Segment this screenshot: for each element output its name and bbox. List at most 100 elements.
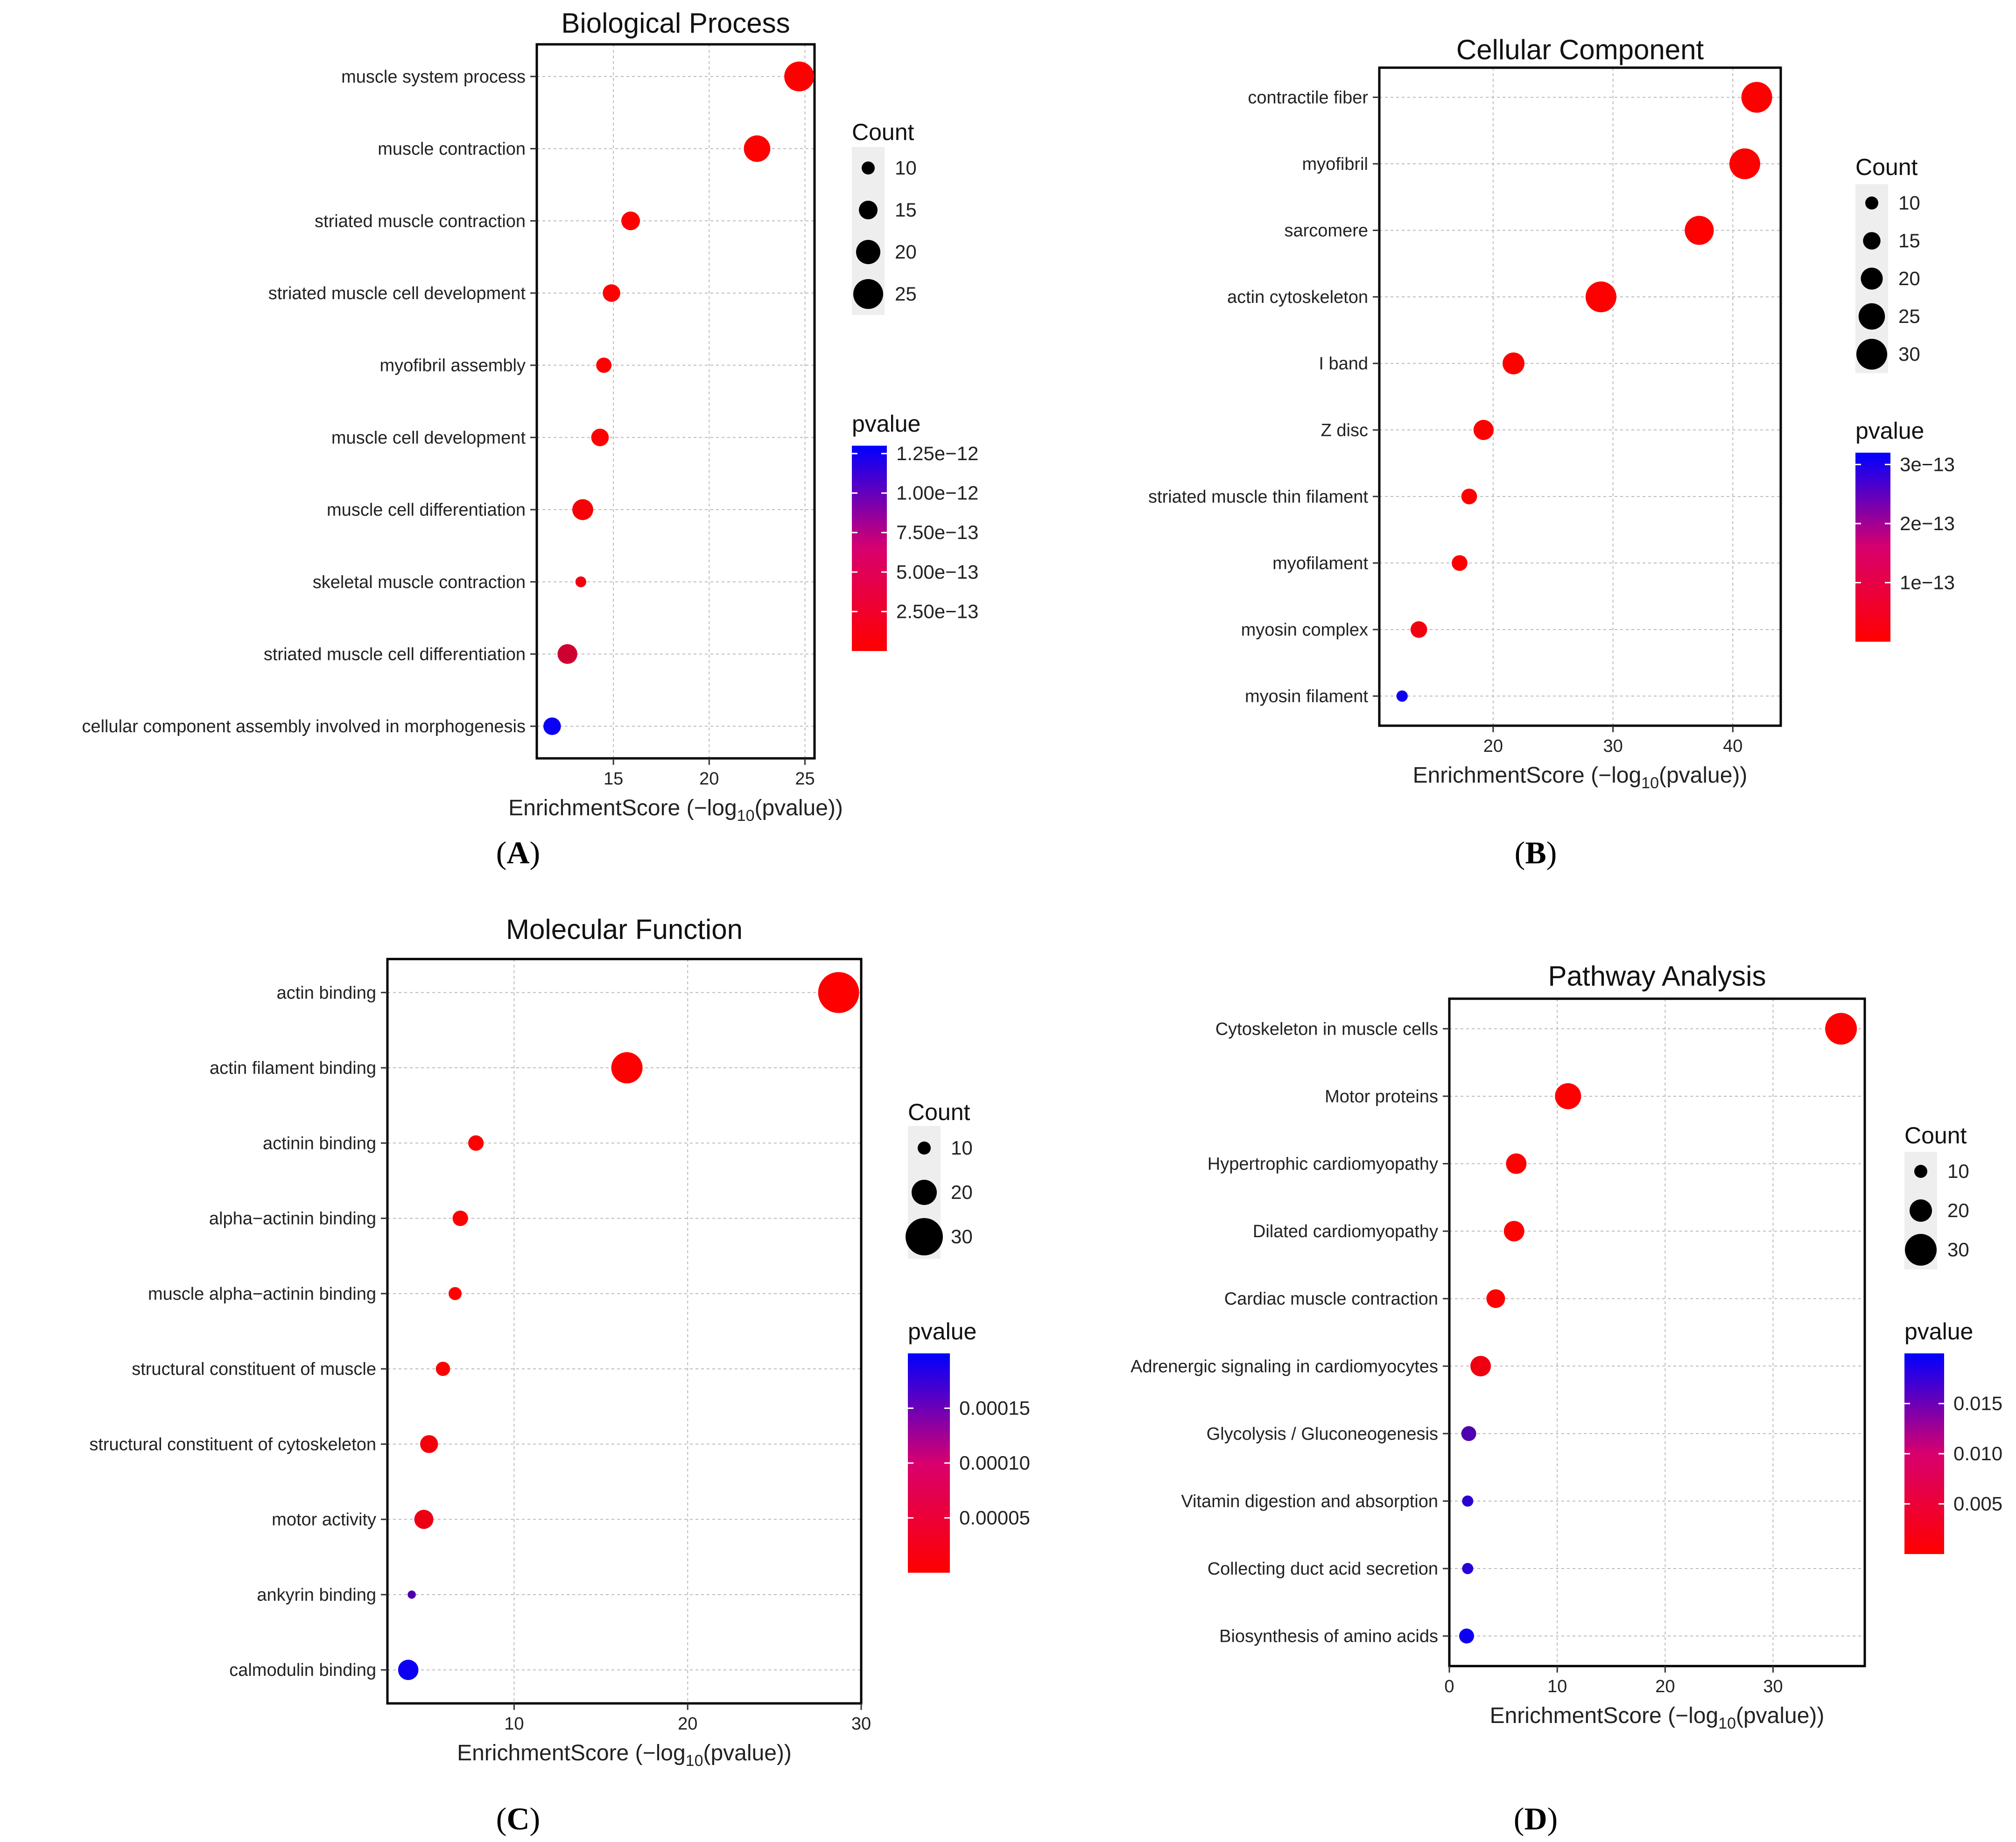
data-point — [603, 284, 620, 302]
chart-title: Pathway Analysis — [1548, 960, 1766, 992]
category-label: calmodulin binding — [229, 1660, 376, 1680]
plot-frame — [386, 958, 863, 1705]
count-legend-dot — [853, 279, 883, 309]
count-legend-label: 15 — [1898, 230, 1920, 252]
category-label: striated muscle cell differentiation — [264, 644, 526, 664]
panel-b: Cellular Component contractile fiber myofi… — [1148, 34, 1955, 870]
category-label: myosin complex — [1241, 620, 1368, 640]
panel-label: (A) — [496, 835, 540, 870]
category-label: Dilated cardiomyopathy — [1253, 1222, 1438, 1241]
category-label: Cardiac muscle contraction — [1224, 1289, 1438, 1309]
pvalue-legend-label: 2.50e−13 — [896, 600, 978, 622]
category-label: striated muscle cell development — [268, 284, 526, 303]
data-point — [398, 1660, 419, 1681]
data-point — [1825, 1013, 1857, 1045]
pvalue-legend-label: 1.00e−12 — [896, 482, 978, 504]
count-legend-title: Count — [1904, 1122, 1967, 1149]
data-point — [1470, 1356, 1491, 1377]
category-label: ankyrin binding — [257, 1585, 376, 1605]
panel-d: Pathway Analysis Cytoskeleton in muscle c… — [1131, 960, 2002, 1836]
data-point — [449, 1287, 462, 1300]
data-point — [557, 644, 577, 664]
count-legend-label: 30 — [1947, 1239, 1969, 1261]
category-label: actin filament binding — [210, 1058, 376, 1078]
data-point — [1410, 621, 1427, 638]
category-label: muscle contraction — [378, 140, 526, 159]
panel-label: (C) — [496, 1801, 540, 1836]
x-tick-label: 20 — [699, 769, 719, 789]
category-label: actinin binding — [263, 1134, 376, 1153]
data-point — [572, 499, 593, 520]
data-point — [436, 1361, 450, 1376]
x-tick-label: 0 — [1444, 1677, 1454, 1696]
data-point — [543, 717, 561, 735]
count-legend-dot — [918, 1142, 931, 1155]
count-legend-label: 25 — [895, 283, 917, 305]
x-axis-label: EnrichmentScore (−log10(pvalue)) — [1413, 763, 1748, 792]
x-axis-label: EnrichmentScore (−log10(pvalue)) — [508, 796, 843, 825]
data-point — [1459, 1628, 1474, 1644]
x-tick-label: 30 — [1603, 736, 1623, 756]
count-legend-dot — [906, 1218, 943, 1255]
category-label: structural constituent of cytoskeleton — [89, 1435, 376, 1454]
category-label: Motor proteins — [1325, 1087, 1438, 1107]
category-label: I band — [1319, 354, 1368, 374]
data-point — [1486, 1289, 1505, 1308]
data-point — [468, 1135, 484, 1151]
pvalue-legend-label: 1.25e−12 — [896, 442, 978, 464]
count-legend-dot — [912, 1180, 937, 1205]
data-point — [784, 61, 815, 91]
data-point — [1452, 555, 1468, 571]
count-legend-title: Count — [852, 119, 914, 145]
data-point — [1585, 281, 1616, 313]
count-legend-label: 20 — [951, 1181, 973, 1203]
count-legend-dot — [1914, 1165, 1927, 1178]
count-legend-dot — [1865, 196, 1878, 210]
data-point — [1741, 82, 1772, 113]
category-label: motor activity — [272, 1510, 376, 1530]
data-point — [1462, 1563, 1474, 1575]
data-point — [1461, 489, 1477, 504]
count-legend-label: 20 — [1898, 267, 1920, 289]
count-legend-label: 10 — [1898, 192, 1920, 214]
pvalue-colorbar — [908, 1353, 950, 1573]
category-label: myofilament — [1272, 553, 1368, 573]
data-point — [591, 428, 609, 447]
category-label: myofibril assembly — [379, 356, 526, 376]
count-legend-label: 25 — [1898, 305, 1920, 327]
x-tick-label: 10 — [504, 1714, 524, 1734]
category-label: muscle cell development — [331, 428, 526, 448]
data-point — [420, 1435, 438, 1453]
category-label: Collecting duct acid secretion — [1208, 1559, 1438, 1579]
category-label: myosin filament — [1245, 687, 1368, 707]
x-axis-label: EnrichmentScore (−log10(pvalue)) — [457, 1741, 792, 1770]
category-label: muscle system process — [341, 67, 526, 87]
data-point — [596, 357, 612, 373]
pvalue-legend-title: pvalue — [852, 411, 920, 437]
count-legend-dot — [1863, 232, 1881, 250]
x-tick-label: 10 — [1547, 1677, 1567, 1696]
category-label: muscle cell differentiation — [327, 500, 526, 520]
panel-label: (D) — [1514, 1801, 1558, 1836]
plot-frame — [1378, 66, 1782, 727]
category-label: skeletal muscle contraction — [313, 573, 526, 592]
category-label: muscle alpha−actinin binding — [148, 1284, 376, 1304]
count-legend-label: 30 — [1898, 343, 1920, 365]
category-label: contractile fiber — [1248, 88, 1368, 107]
category-label: cellular component assembly involved in … — [82, 717, 526, 736]
pvalue-legend-label: 5.00e−13 — [896, 561, 978, 583]
data-point — [1503, 352, 1525, 375]
category-label: Hypertrophic cardiomyopathy — [1208, 1155, 1438, 1174]
count-legend-label: 10 — [951, 1137, 973, 1159]
category-label: Glycolysis / Gluconeogenesis — [1207, 1424, 1438, 1444]
category-label: Cytoskeleton in muscle cells — [1215, 1019, 1438, 1039]
chart-title: Molecular Function — [506, 914, 743, 945]
plot-frame — [535, 43, 816, 760]
data-point — [414, 1510, 434, 1529]
data-point — [1396, 690, 1408, 702]
data-point — [452, 1210, 468, 1226]
panel-c: Molecular Function actin binding actin fil… — [89, 914, 1030, 1836]
data-point — [1503, 1221, 1524, 1242]
pvalue-legend-label: 0.00005 — [959, 1507, 1030, 1529]
